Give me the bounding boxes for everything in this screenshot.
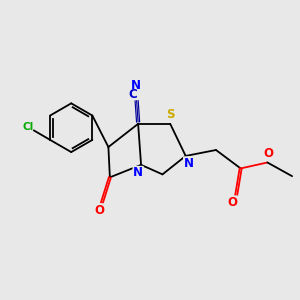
Text: Cl: Cl — [22, 122, 34, 132]
Text: N: N — [133, 167, 143, 179]
Text: O: O — [263, 147, 273, 160]
Text: O: O — [228, 196, 238, 209]
Text: S: S — [167, 108, 175, 122]
Text: O: O — [94, 204, 104, 217]
Text: C: C — [128, 88, 137, 101]
Text: N: N — [184, 157, 194, 170]
Text: N: N — [130, 79, 140, 92]
